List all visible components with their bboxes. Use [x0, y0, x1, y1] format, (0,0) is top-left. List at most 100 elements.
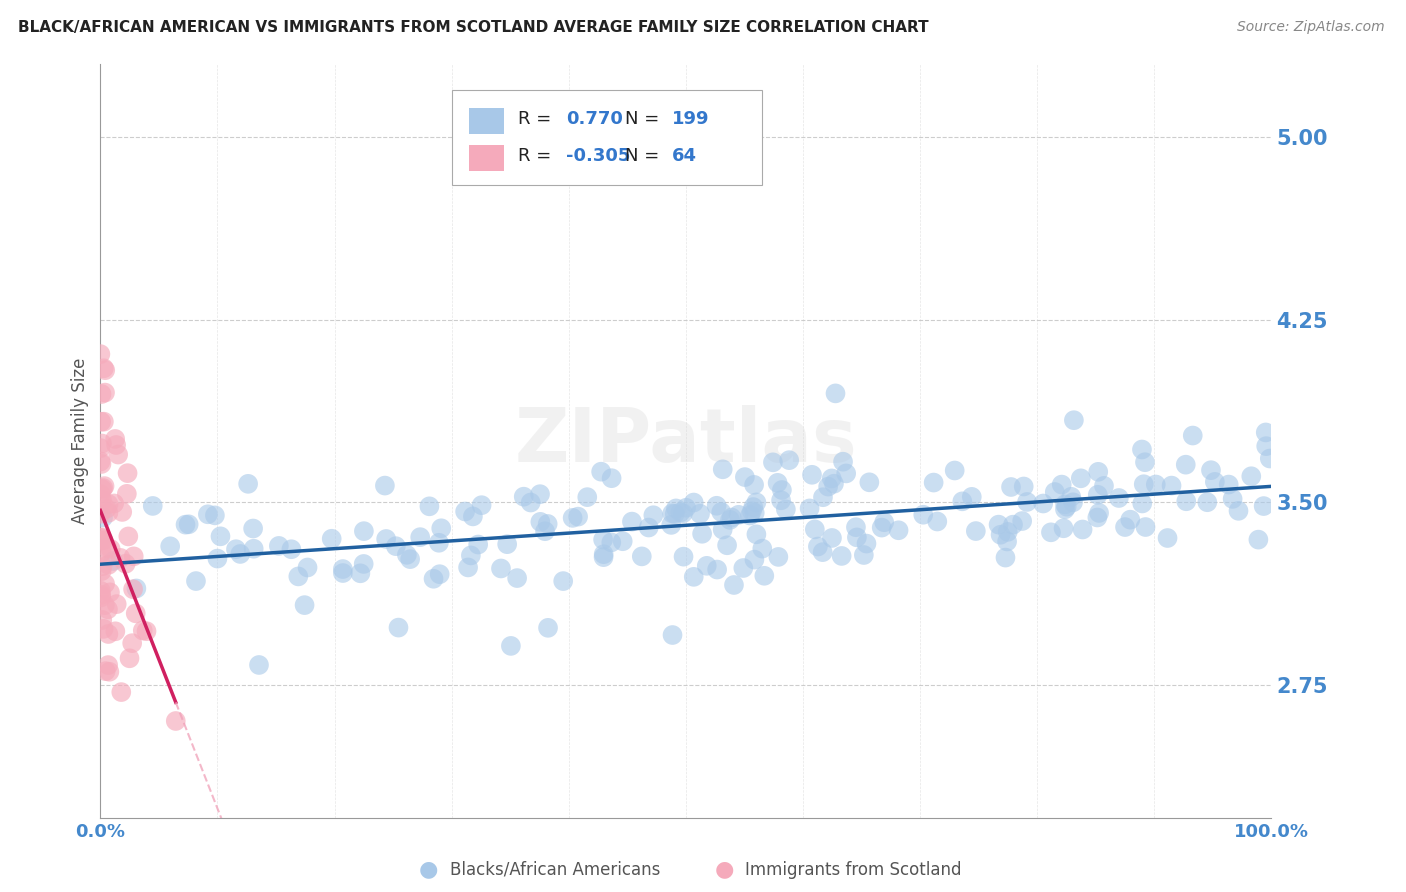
Point [1063, 413, 1085, 427]
FancyBboxPatch shape [451, 90, 762, 185]
Point [422, 572, 444, 586]
Point [1071, 523, 1094, 537]
Point [247, 657, 270, 672]
Point [845, 530, 868, 544]
Point [745, 527, 768, 541]
Point [332, 566, 354, 580]
Point [1181, 428, 1204, 442]
Point [242, 541, 264, 556]
Text: -0.305: -0.305 [567, 147, 631, 165]
Point [742, 500, 765, 514]
Point [672, 506, 695, 520]
Point [107, 448, 129, 462]
Point [529, 515, 551, 529]
Point [592, 547, 614, 561]
Point [125, 607, 148, 621]
Point [870, 520, 893, 534]
Point [512, 490, 534, 504]
Point [845, 520, 868, 534]
Point [1000, 480, 1022, 494]
Point [1062, 495, 1084, 509]
Point [489, 561, 512, 575]
Point [97, 627, 120, 641]
Point [117, 466, 139, 480]
Point [471, 498, 494, 512]
Point [754, 568, 776, 582]
Point [159, 539, 181, 553]
Point [716, 538, 738, 552]
Text: Source: ZipAtlas.com: Source: ZipAtlas.com [1237, 20, 1385, 34]
Point [576, 490, 599, 504]
Point [1032, 496, 1054, 510]
Point [1070, 471, 1092, 485]
Point [744, 552, 766, 566]
Point [1002, 517, 1025, 532]
Point [89, 347, 111, 361]
Point [1092, 479, 1115, 493]
Point [553, 574, 575, 588]
Point [927, 515, 949, 529]
Point [1052, 521, 1074, 535]
Point [1240, 469, 1263, 483]
Point [665, 501, 688, 516]
Point [770, 483, 793, 497]
Point [496, 537, 519, 551]
Point [98, 585, 121, 599]
Point [90, 564, 112, 578]
Point [1015, 495, 1038, 509]
Point [97, 558, 120, 572]
Point [225, 542, 247, 557]
Point [110, 685, 132, 699]
Point [467, 537, 489, 551]
Point [824, 386, 846, 401]
Point [1108, 491, 1130, 505]
Point [103, 554, 125, 568]
Point [1133, 455, 1156, 469]
Point [1253, 499, 1275, 513]
Point [696, 558, 718, 573]
Point [90, 591, 112, 605]
Point [817, 480, 839, 494]
Point [1011, 514, 1033, 528]
Point [1227, 504, 1250, 518]
Point [723, 578, 745, 592]
Bar [470, 145, 505, 171]
Point [97, 658, 120, 673]
Point [734, 470, 756, 484]
Point [91, 613, 114, 627]
Point [706, 562, 728, 576]
Point [90, 533, 112, 548]
Point [922, 475, 945, 490]
Point [1060, 490, 1083, 504]
Point [90, 545, 112, 559]
Point [738, 508, 761, 523]
Point [858, 475, 880, 490]
Point [1054, 497, 1077, 511]
Text: ●: ● [419, 860, 439, 880]
Point [91, 493, 114, 508]
Point [353, 524, 375, 538]
Point [122, 549, 145, 564]
Point [832, 455, 855, 469]
Point [506, 571, 529, 585]
Point [91, 482, 114, 496]
Point [90, 487, 112, 501]
Point [855, 536, 877, 550]
Point [349, 566, 371, 581]
Point [96, 501, 118, 516]
Point [690, 526, 713, 541]
Point [287, 569, 309, 583]
Point [118, 651, 141, 665]
Point [831, 549, 853, 563]
Point [91, 510, 114, 524]
Text: N =: N = [626, 147, 659, 165]
Point [90, 583, 112, 598]
Point [93, 361, 115, 376]
Point [1053, 502, 1076, 516]
Point [821, 531, 844, 545]
Point [630, 549, 652, 564]
Point [460, 549, 482, 563]
Point [1119, 513, 1142, 527]
Point [873, 515, 896, 529]
Point [534, 524, 557, 539]
